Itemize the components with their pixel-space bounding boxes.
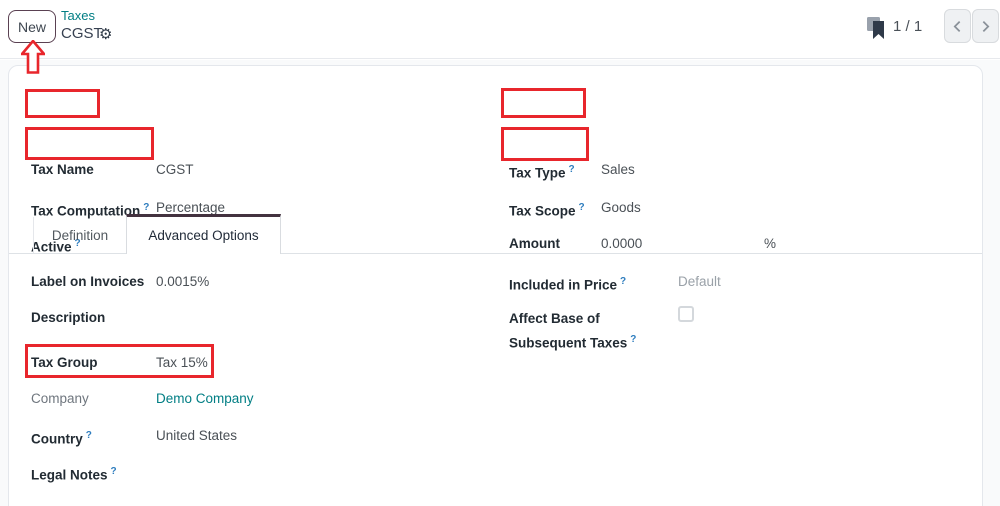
gear-icon[interactable]: ⚙ [99,26,113,43]
active-label: Active? [31,238,81,255]
help-icon: ? [110,466,117,477]
tab-advanced-options[interactable]: Advanced Options [126,214,281,254]
company-label: Company [31,391,89,406]
label-on-invoices-value[interactable]: 0.0015% [156,274,210,289]
description-label: Description [31,310,106,325]
country-label: Country? [31,430,92,447]
tax-type-label: Tax Type? [509,164,575,181]
help-icon: ? [568,164,575,175]
help-icon: ? [630,334,637,345]
tab-definition[interactable]: Definition [33,217,126,253]
new-button[interactable]: New [8,10,56,43]
included-in-price-label: Included in Price? [509,276,627,293]
pager-previous-button[interactable] [944,9,971,43]
bookmark-icon[interactable] [866,16,888,40]
tax-type-value[interactable]: Sales [601,162,635,177]
help-icon: ? [143,202,150,213]
help-icon: ? [74,238,81,249]
top-bar: New Taxes CGST ⚙ 1 / 1 [0,0,1000,59]
form-sheet: Tax Name CGST Tax Computation? Percentag… [8,65,983,506]
amount-value[interactable]: 0.0000 [601,236,643,251]
tax-name-value[interactable]: CGST [156,162,194,177]
help-icon: ? [85,430,92,441]
help-icon: ? [620,276,627,287]
tax-computation-value[interactable]: Percentage [156,200,226,215]
breadcrumb[interactable]: Taxes [61,8,95,23]
pager-counter: 1 / 1 [893,18,923,35]
chevron-left-icon [953,20,961,32]
tab-bar-divider [9,253,982,254]
tax-scope-label: Tax Scope? [509,202,585,219]
legal-notes-label: Legal Notes? [31,466,117,483]
company-value-link[interactable]: Demo Company [156,391,254,406]
help-icon: ? [578,202,585,213]
pager-next-button[interactable] [972,9,999,43]
amount-unit: % [764,236,777,251]
tax-group-value[interactable]: Tax 15% [156,355,208,370]
affect-base-label: Affect Base of Subsequent Taxes? [509,311,637,351]
amount-label: Amount [509,236,560,251]
included-in-price-value[interactable]: Default [678,274,721,289]
page-title: CGST [61,25,103,42]
affect-base-checkbox[interactable] [678,306,694,322]
tax-group-label: Tax Group [31,355,98,370]
country-value[interactable]: United States [156,428,238,443]
chevron-right-icon [982,20,990,32]
tax-computation-label: Tax Computation? [31,202,150,219]
tax-name-label: Tax Name [31,162,94,177]
label-on-invoices-label: Label on Invoices [31,274,145,289]
tax-scope-value[interactable]: Goods [601,200,641,215]
